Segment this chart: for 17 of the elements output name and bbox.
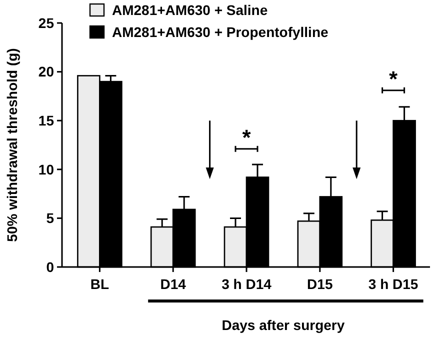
legend-label: AM281+AM630 + Propentofylline (112, 24, 329, 40)
y-tick-label: 10 (38, 161, 54, 178)
y-tick-label: 25 (38, 14, 54, 31)
y-tick-label: 0 (46, 258, 54, 275)
y-axis-title: 50% withdrawal threshold (g) (4, 48, 20, 242)
annotation: * (389, 66, 398, 92)
x-tick-label: 3 h D14 (222, 276, 272, 292)
legend-label: AM281+AM630 + Saline (112, 2, 268, 18)
annotation: * (242, 124, 252, 150)
x-tick-label: 3 h D15 (368, 276, 418, 292)
x-tick-label: D15 (307, 276, 333, 292)
y-tick-label: 20 (38, 64, 54, 80)
x-tick-label: BL (90, 276, 110, 292)
y-tick-label: 15 (38, 112, 54, 128)
x-tick-label: D14 (160, 276, 186, 292)
x-axis-title: Days after surgery (222, 317, 345, 333)
y-tick-label: 5 (46, 210, 54, 226)
